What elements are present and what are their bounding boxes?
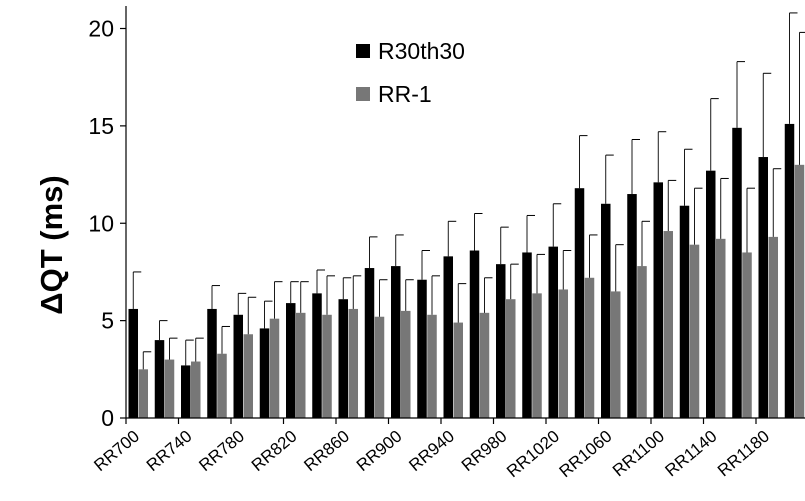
bar-rr1-rr880 (374, 316, 385, 418)
bar-rr1-rr720 (164, 359, 175, 418)
bar-r30th30-rr840 (312, 293, 322, 418)
x-tick-label: RR820 (248, 427, 301, 476)
bar-r30th30-rr880 (364, 268, 375, 418)
x-tick-label: RR780 (195, 427, 248, 476)
y-tick-label: 15 (88, 113, 114, 139)
bar-rr1-rr1120 (689, 244, 700, 418)
bar-r30th30-rr800 (259, 328, 270, 418)
bar-rr1-rr1080 (637, 266, 647, 418)
bar-r30th30-rr1020 (548, 246, 558, 418)
bar-rr1-rr920 (427, 314, 437, 418)
bar-r30th30-rr780 (233, 314, 243, 418)
bar-r30th30-rr920 (417, 279, 427, 418)
x-tick-label: RR1100 (609, 427, 668, 481)
error-bars-layer (132, 12, 805, 370)
bar-rr1-rr1140 (716, 238, 726, 418)
bar-r30th30-rr740 (181, 365, 191, 418)
x-tick-label: RR900 (353, 427, 406, 476)
bar-r30th30-rr720 (154, 340, 165, 418)
bar-rr1-rr940 (453, 322, 463, 418)
bar-rr1-rr780 (243, 334, 253, 418)
bar-rr1-rr1020 (558, 289, 568, 418)
bar-r30th30-rr1000 (522, 252, 532, 418)
bar-rr1-rr1200 (794, 164, 805, 418)
bar-r30th30-rr1080 (627, 194, 637, 418)
bar-rr1-rr960 (479, 312, 490, 418)
bar-rr1-rr1180 (768, 236, 778, 418)
bar-r30th30-rr1040 (574, 188, 585, 418)
x-tick-label: RR1020 (503, 427, 563, 482)
bar-rr1-rr860 (348, 308, 358, 418)
bar-r30th30-rr960 (469, 250, 480, 418)
bar-r30th30-rr980 (496, 264, 506, 418)
bar-rr1-rr1160 (742, 252, 752, 418)
legend-swatch-r30th30 (356, 44, 370, 58)
bar-r30th30-rr1200 (784, 123, 795, 419)
x-tick-label: RR1060 (556, 427, 616, 482)
x-tick-label: RR1140 (662, 427, 721, 481)
bar-rr1-rr840 (322, 314, 332, 418)
bar-r30th30-rr1060 (601, 203, 611, 418)
bar-r30th30-rr1140 (706, 170, 716, 418)
y-tick-label: 0 (101, 405, 114, 431)
y-axis-label: ΔQT (ms) (34, 175, 69, 314)
bar-r30th30-rr860 (338, 299, 348, 418)
bar-rr1-rr800 (269, 318, 280, 418)
bar-r30th30-rr1100 (653, 182, 663, 418)
x-tick-label: RR740 (143, 427, 196, 476)
legend-label-r30th30: R30th30 (378, 38, 465, 64)
x-tick-label: RR700 (90, 427, 143, 476)
bar-rr1-rr820 (296, 312, 306, 418)
bar-r30th30-rr760 (207, 308, 217, 418)
bar-rr1-rr1040 (584, 277, 595, 418)
y-tick-label: 5 (101, 308, 114, 334)
bar-rr1-rr1060 (611, 291, 621, 418)
bar-r30th30-rr1120 (679, 205, 690, 418)
y-ticks: 0 5 10 15 20 (88, 16, 126, 431)
x-tick-label: RR1180 (714, 427, 773, 481)
bar-rr1-rr700 (138, 369, 148, 418)
bar-rr1-rr1100 (663, 231, 673, 418)
bar-r30th30-rr1160 (732, 127, 742, 418)
x-tick-label: RR980 (458, 427, 511, 476)
x-ticks: RR700 RR740 RR780 RR820 RR860 RR900 RR940 RR980… (90, 418, 773, 481)
bars-layer (128, 123, 805, 419)
bar-r30th30-rr820 (286, 303, 296, 418)
bar-rr1-rr760 (217, 353, 227, 418)
bar-r30th30-rr900 (391, 266, 401, 418)
x-tick-label: RR860 (300, 427, 353, 476)
bar-r30th30-rr1180 (758, 157, 768, 418)
bar-rr1-rr980 (506, 299, 516, 418)
bar-rr1-rr900 (401, 310, 411, 418)
y-tick-label: 10 (88, 210, 114, 236)
y-tick-label: 20 (88, 16, 114, 42)
legend-label-rr-1: RR-1 (378, 81, 432, 107)
bar-rr1-rr740 (191, 361, 201, 418)
x-tick-label: RR940 (405, 427, 458, 476)
bar-r30th30-rr700 (128, 308, 138, 418)
bar-rr1-rr1000 (532, 293, 542, 418)
legend-swatch-rr-1 (356, 87, 370, 101)
legend: R30th30 RR-1 (356, 38, 465, 107)
bar-r30th30-rr940 (443, 256, 453, 418)
